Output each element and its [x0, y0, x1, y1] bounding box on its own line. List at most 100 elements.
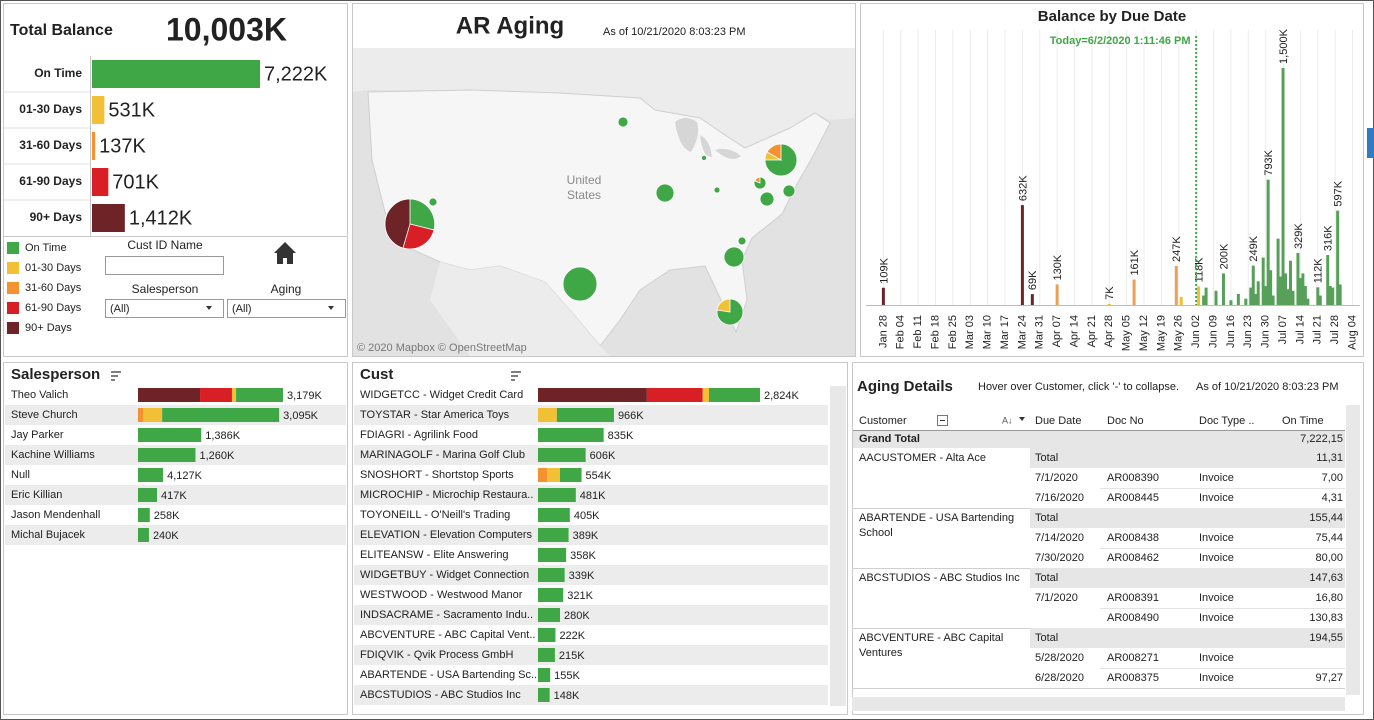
bar — [1251, 265, 1255, 305]
home-icon[interactable] — [274, 242, 296, 264]
bar — [1331, 287, 1335, 305]
panel-borders — [3, 3, 1364, 715]
bar — [1204, 287, 1208, 305]
cell: 5/28/2020 — [1035, 652, 1084, 664]
bar — [1318, 295, 1322, 305]
value-label: 200K — [1218, 243, 1230, 269]
cell: 194,55 — [1309, 632, 1343, 644]
filter-label: Aging — [271, 282, 302, 296]
scrollbar[interactable] — [852, 697, 1345, 711]
grand-total-band — [853, 431, 1345, 448]
sort-icon[interactable]: A↓ — [1002, 415, 1013, 425]
scrollbar[interactable] — [1346, 405, 1360, 695]
category-label: 61-90 Days — [19, 174, 82, 188]
x-tick-label: May 19 — [1155, 315, 1167, 351]
category-label: FDIQVIK - Qvik Process GmbH — [360, 649, 513, 661]
customer-name[interactable]: ABCVENTURE - ABC Capital Ventures — [859, 632, 1004, 659]
cell: Invoice — [1199, 672, 1234, 684]
category-label: WIDGETBUY - Widget Connection — [360, 569, 529, 581]
total-label: 835K — [608, 430, 634, 442]
category-label: ABARTENDE - USA Bartending Sc.. — [360, 669, 537, 681]
bar-segment — [162, 408, 280, 422]
x-tick-label: Jul 28 — [1329, 315, 1341, 344]
scrollbar-thumb[interactable] — [1367, 128, 1374, 158]
scrollbar[interactable] — [830, 386, 846, 706]
dropdown-value: (All) — [232, 303, 252, 315]
cell: Invoice — [1199, 532, 1234, 544]
bar — [1271, 295, 1275, 305]
category-label: On Time — [34, 66, 82, 80]
map-mexico — [430, 262, 610, 356]
x-tick-label: Jun 16 — [1225, 315, 1237, 348]
value-label: 118K — [1194, 257, 1206, 283]
value-label: 597K — [1333, 180, 1345, 206]
sort-icon[interactable] — [111, 371, 121, 381]
bar-segment — [538, 448, 586, 462]
bar-segment — [143, 408, 163, 422]
chart-title: Balance by Due Date — [1038, 8, 1186, 25]
customer-name[interactable]: AACUSTOMER - Alta Ace — [859, 452, 986, 464]
chart-title: Cust — [360, 366, 393, 383]
cell: AR008375 — [1107, 672, 1159, 684]
cell: Invoice — [1199, 612, 1234, 624]
dropdown-arrow — [328, 306, 334, 310]
x-tick-label: Jun 23 — [1242, 315, 1254, 348]
aging-table: Customer Due Date Doc No Doc Type .. On Time… — [853, 415, 1345, 689]
category-label: Jason Mendenhall — [11, 509, 100, 521]
bar-segment — [200, 388, 232, 402]
bar — [1179, 297, 1183, 305]
bar-segment — [538, 468, 548, 482]
category-label: WESTWOOD - Westwood Manor — [360, 589, 523, 601]
total-label: 417K — [161, 490, 187, 502]
dropdown[interactable] — [227, 299, 346, 318]
sort-icon[interactable] — [511, 371, 521, 381]
map-as-of: As of 10/21/2020 8:03:23 PM — [603, 26, 746, 38]
bar — [1281, 67, 1285, 306]
today-label: Today=6/2/2020 1:11:46 PM — [1050, 35, 1191, 47]
total-label: 280K — [564, 610, 590, 622]
bar — [92, 132, 96, 160]
legend-label: 90+ Days — [25, 322, 72, 334]
x-tick-label: Apr 21 — [1086, 315, 1098, 347]
row-band — [354, 605, 828, 625]
bar-segment — [538, 608, 561, 622]
value-label: 7,222K — [264, 63, 328, 85]
bar-segment — [560, 468, 582, 482]
bar — [1174, 265, 1178, 305]
bar-segment — [138, 388, 201, 402]
bar-segment — [538, 428, 604, 442]
bar — [1296, 253, 1300, 305]
legend-swatch — [7, 262, 19, 274]
category-label: ELITEANSW - Elite Answering — [360, 549, 509, 561]
bar-segment — [547, 468, 561, 482]
dropdown[interactable] — [105, 299, 224, 318]
map-lakes — [675, 118, 741, 159]
category-label: SNOSHORT - Shortstop Sports — [360, 469, 514, 481]
bar — [1306, 298, 1310, 305]
table-as-of: As of 10/21/2020 8:03:23 PM — [1196, 381, 1339, 393]
value-label: 109K — [878, 257, 890, 283]
total-label: 339K — [569, 570, 595, 582]
cell: AR008462 — [1107, 552, 1159, 564]
value-label: 247K — [1171, 236, 1183, 262]
cell: AR008390 — [1107, 472, 1159, 484]
category-label: 90+ Days — [30, 210, 83, 224]
customer-name[interactable]: ABARTENDE - USA Bartending School — [859, 512, 1015, 539]
value-label: 1,500K — [1278, 28, 1290, 64]
customer-name[interactable]: ABCSTUDIOS - ABC Studios Inc — [859, 572, 1020, 584]
column-header: Customer — [859, 415, 907, 427]
bar — [1269, 270, 1273, 305]
cell: AR008391 — [1107, 592, 1159, 604]
column-header: Doc Type .. — [1199, 415, 1254, 427]
text-input[interactable] — [105, 256, 224, 275]
cell: 7/30/2020 — [1035, 552, 1084, 564]
total-band — [1030, 568, 1345, 588]
value-label: 69K — [1027, 270, 1039, 290]
bar-segment — [538, 628, 556, 642]
x-tick-label: Jul 07 — [1277, 315, 1289, 344]
total-label: Total — [1035, 512, 1058, 524]
bar — [92, 204, 125, 232]
map-markers — [384, 116, 798, 326]
x-tick-label: Jun 30 — [1260, 315, 1272, 348]
value-label: 1,412K — [129, 207, 193, 229]
